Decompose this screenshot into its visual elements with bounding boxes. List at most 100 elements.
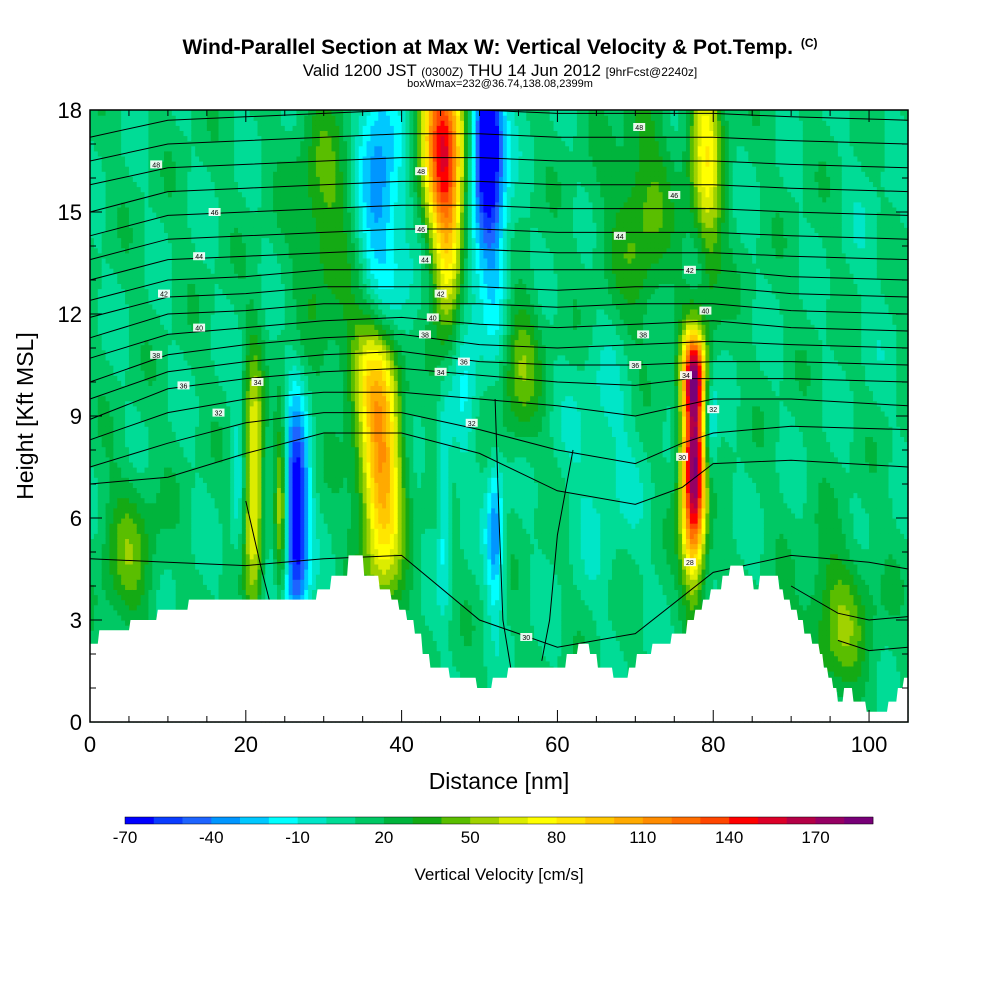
velocity-cell: [187, 502, 192, 509]
velocity-cell: [218, 482, 224, 488]
velocity-cell: [245, 436, 251, 443]
velocity-cell: [191, 390, 196, 397]
velocity-cell: [230, 354, 235, 361]
velocity-cell: [93, 477, 99, 483]
velocity-cell: [249, 533, 255, 539]
velocity-cell: [156, 482, 161, 488]
velocity-cell: [238, 523, 243, 529]
velocity-cell: [140, 523, 146, 529]
velocity-cell: [90, 196, 95, 203]
velocity-cell: [241, 339, 247, 346]
velocity-cell: [128, 604, 134, 611]
velocity-cell: [199, 303, 204, 310]
velocity-cell: [218, 548, 224, 555]
velocity-cell: [105, 553, 111, 560]
velocity-cell: [144, 125, 150, 131]
velocity-cell: [218, 242, 224, 249]
velocity-cell: [218, 268, 224, 274]
velocity-cell: [97, 150, 103, 157]
velocity-cell: [234, 324, 239, 330]
velocity-cell: [117, 543, 122, 550]
velocity-cell: [125, 334, 130, 341]
velocity-cell: [230, 293, 235, 300]
velocity-cell: [214, 319, 220, 325]
velocity-cell: [245, 339, 251, 346]
velocity-cell: [148, 502, 153, 509]
velocity-cell: [109, 533, 114, 539]
velocity-cell: [191, 293, 196, 300]
velocity-cell: [152, 446, 157, 453]
velocity-cell: [144, 548, 150, 555]
velocity-cell: [160, 502, 165, 509]
velocity-cell: [238, 456, 243, 463]
velocity-cell: [249, 502, 255, 509]
velocity-cell: [140, 579, 146, 585]
velocity-cell: [210, 201, 216, 208]
velocity-cell: [191, 416, 196, 422]
velocity-cell: [206, 523, 212, 529]
velocity-cell: [234, 410, 239, 417]
velocity-cell: [191, 298, 196, 305]
velocity-cell: [93, 324, 99, 330]
velocity-cell: [191, 589, 196, 596]
velocity-cell: [148, 594, 153, 601]
velocity-cell: [202, 558, 208, 565]
velocity-cell: [160, 487, 165, 494]
velocity-cell: [101, 620, 107, 626]
velocity-cell: [125, 268, 130, 274]
velocity-cell: [164, 298, 169, 305]
velocity-cell: [164, 421, 169, 427]
velocity-cell: [175, 176, 181, 182]
velocity-cell: [101, 186, 107, 193]
velocity-cell: [140, 400, 146, 407]
velocity-cell: [195, 416, 200, 422]
velocity-cell: [113, 436, 118, 443]
velocity-cell: [195, 135, 200, 142]
velocity-cell: [191, 247, 196, 254]
velocity-cell: [160, 155, 165, 162]
velocity-cell: [148, 145, 153, 152]
velocity-cell: [136, 298, 142, 305]
velocity-cell: [206, 283, 212, 290]
velocity-cell: [187, 375, 192, 381]
velocity-cell: [175, 589, 181, 596]
velocity-cell: [241, 288, 247, 295]
velocity-cell: [222, 461, 227, 468]
velocity-cell: [90, 140, 95, 147]
velocity-cell: [226, 390, 231, 397]
velocity-cell: [187, 242, 192, 249]
velocity-cell: [222, 303, 227, 310]
velocity-cell: [226, 155, 231, 162]
velocity-cell: [234, 252, 239, 259]
velocity-cell: [121, 625, 126, 631]
velocity-cell: [128, 441, 134, 448]
velocity-cell: [125, 191, 130, 198]
velocity-cell: [249, 589, 255, 596]
velocity-cell: [132, 176, 138, 182]
velocity-cell: [113, 110, 118, 116]
velocity-cell: [171, 589, 177, 596]
velocity-cell: [128, 359, 134, 366]
velocity-cell: [241, 217, 247, 223]
velocity-cell: [226, 518, 231, 524]
velocity-cell: [121, 548, 126, 555]
velocity-cell: [144, 278, 150, 284]
velocity-cell: [109, 487, 114, 494]
velocity-cell: [238, 574, 243, 580]
velocity-cell: [128, 426, 134, 432]
velocity-cell: [226, 150, 231, 157]
velocity-cell: [191, 400, 196, 407]
velocity-cell: [121, 523, 126, 529]
velocity-cell: [238, 584, 243, 590]
velocity-cell: [132, 222, 138, 228]
velocity-cell: [117, 604, 122, 611]
velocity-cell: [164, 120, 169, 126]
velocity-cell: [93, 201, 99, 208]
velocity-cell: [195, 303, 200, 310]
velocity-cell: [164, 451, 169, 458]
velocity-cell: [125, 319, 130, 325]
velocity-cell: [234, 436, 239, 443]
velocity-cell: [97, 329, 103, 335]
velocity-cell: [105, 212, 111, 218]
velocity-cell: [132, 385, 138, 392]
